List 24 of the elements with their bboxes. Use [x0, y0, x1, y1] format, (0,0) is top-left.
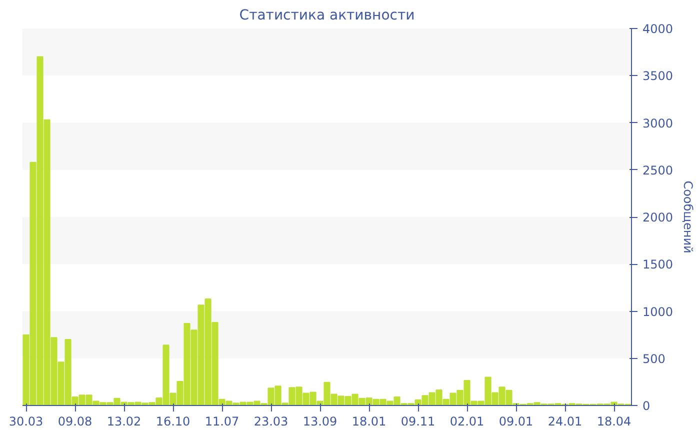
- y-tick-label: 2000: [642, 210, 674, 224]
- x-tick-label: 16.10: [156, 414, 190, 428]
- x-tick-label: 13.02: [106, 414, 142, 428]
- y-tick-label: 500: [642, 352, 666, 366]
- x-tick-label: 13.09: [302, 414, 338, 428]
- x-tick-label: 23.03: [254, 414, 288, 428]
- y-tick-label: 1500: [642, 258, 674, 272]
- y-tick-label: 1000: [642, 304, 674, 319]
- x-tick-label: 02.01: [450, 414, 484, 428]
- x-tick-label: 24.01: [548, 414, 582, 428]
- y-tick-label: 0: [642, 399, 650, 413]
- x-tick-label: 30.03: [8, 414, 44, 428]
- y-tick-label: 4000: [642, 22, 674, 36]
- y-axis-title: Сообщений: [681, 180, 696, 254]
- x-tick-label: 11.07: [204, 414, 240, 428]
- x-tick-label: 09.11: [400, 414, 436, 428]
- x-tick-label: 09.01: [498, 414, 534, 428]
- y-tick-label: 3000: [642, 116, 674, 130]
- x-tick-label: 18.04: [596, 414, 632, 428]
- y-tick-label: 2500: [642, 163, 674, 178]
- y-tick-label: 3500: [642, 69, 674, 84]
- x-tick-label: 09.08: [58, 414, 92, 428]
- chart-title: Статистика активности: [239, 8, 415, 24]
- x-tick-label: 18.01: [352, 414, 386, 428]
